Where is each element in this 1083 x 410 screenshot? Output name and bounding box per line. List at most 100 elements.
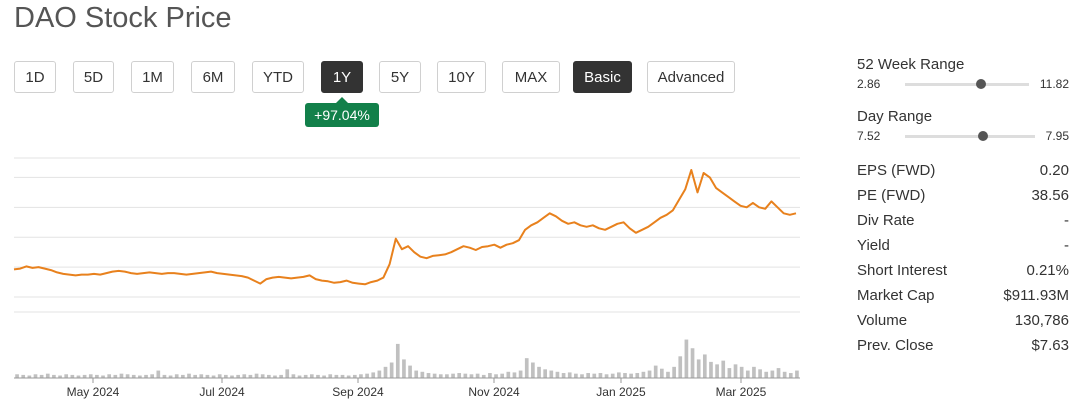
volume-bar bbox=[266, 374, 271, 378]
volume-bar bbox=[543, 369, 548, 378]
stat-label: Yield bbox=[857, 237, 890, 254]
volume-bar bbox=[469, 374, 474, 378]
volume-bar bbox=[303, 374, 308, 378]
volume-bar bbox=[144, 374, 148, 378]
volume-bar bbox=[647, 370, 652, 378]
volume-bar bbox=[248, 374, 253, 378]
volume-bar bbox=[463, 373, 468, 378]
stat-label: Short Interest bbox=[857, 262, 948, 279]
volume-bar bbox=[273, 375, 277, 378]
stat-value: - bbox=[1064, 212, 1069, 229]
volume-bar bbox=[696, 359, 701, 378]
volume-bar bbox=[641, 371, 646, 378]
volume-bar bbox=[260, 374, 265, 378]
stat-row: Short Interest 0.21% bbox=[857, 258, 1069, 283]
volume-bar bbox=[506, 371, 511, 378]
volume-bar bbox=[414, 370, 419, 378]
range-button-5d[interactable]: 5D bbox=[73, 61, 114, 93]
range-button-max[interactable]: MAX bbox=[502, 61, 560, 93]
range-button-ytd[interactable]: YTD bbox=[252, 61, 304, 93]
volume-bar bbox=[199, 374, 204, 378]
x-tick-label: Mar 2025 bbox=[716, 385, 767, 399]
stat-value: 38.56 bbox=[1031, 187, 1069, 204]
volume-bar bbox=[672, 366, 676, 378]
volume-bar bbox=[383, 366, 388, 378]
range-button-5y[interactable]: 5Y bbox=[379, 61, 421, 93]
range-button-10y[interactable]: 10Y bbox=[437, 61, 486, 93]
volume-bar bbox=[254, 373, 259, 378]
stat-row: Volume 130,786 bbox=[857, 308, 1069, 333]
volume-bar bbox=[39, 374, 44, 378]
volume-bar bbox=[187, 373, 191, 378]
x-tick-label: Jan 2025 bbox=[596, 385, 646, 399]
volume-bar bbox=[395, 343, 400, 378]
stat-label: Div Rate bbox=[857, 212, 915, 229]
volume-bar bbox=[236, 374, 240, 378]
range-button-1y[interactable]: 1Y bbox=[321, 61, 363, 93]
volume-bar bbox=[494, 374, 498, 378]
stat-label: EPS (FWD) bbox=[857, 162, 936, 179]
range-button-1m[interactable]: 1M bbox=[131, 61, 174, 93]
volume-bar bbox=[205, 374, 210, 378]
range-button-1d[interactable]: 1D bbox=[14, 61, 56, 93]
volume-bar bbox=[138, 375, 142, 378]
volume-bar bbox=[33, 374, 38, 378]
x-tick-label: Jul 2024 bbox=[199, 385, 245, 399]
volume-bar bbox=[377, 370, 382, 378]
volume-bar bbox=[131, 374, 136, 378]
week52-high: 11.82 bbox=[1039, 77, 1069, 91]
volume-bar bbox=[592, 373, 597, 378]
day-track bbox=[905, 131, 1035, 141]
x-tick-label: Nov 2024 bbox=[468, 385, 520, 399]
volume-bar bbox=[181, 374, 185, 378]
week52-range: 52 Week Range 2.86 11.82 bbox=[857, 56, 1069, 108]
day-range: Day Range 7.52 7.95 bbox=[857, 108, 1069, 160]
volume-bar bbox=[481, 374, 486, 378]
volume-bar bbox=[162, 374, 167, 378]
stat-value: $911.93M bbox=[1003, 287, 1069, 304]
price-line bbox=[13, 169, 797, 286]
volume-bar bbox=[586, 373, 590, 378]
volume-bar bbox=[733, 364, 738, 378]
volume-bar bbox=[15, 374, 19, 378]
volume-bar bbox=[322, 375, 326, 378]
volume-bar bbox=[45, 373, 50, 378]
volume-bar bbox=[438, 374, 443, 378]
volume-bar bbox=[782, 371, 787, 378]
volume-bar bbox=[561, 373, 566, 378]
volume-bar bbox=[788, 373, 793, 378]
volume-bar bbox=[764, 371, 769, 378]
volume-bar bbox=[242, 374, 247, 378]
volume-bar bbox=[156, 370, 161, 378]
volume-bar bbox=[107, 374, 112, 378]
volume-bar bbox=[101, 375, 105, 378]
volume-bar bbox=[752, 366, 756, 378]
volume-bar bbox=[653, 365, 658, 378]
volume-bar bbox=[684, 339, 689, 378]
day-knob bbox=[978, 131, 988, 141]
volume-bar bbox=[64, 374, 69, 378]
volume-bar bbox=[500, 373, 505, 378]
view-button-advanced[interactable]: Advanced bbox=[647, 61, 735, 93]
volume-bar bbox=[402, 359, 406, 378]
page-title: DAO Stock Price bbox=[14, 2, 232, 34]
volume-bar bbox=[230, 375, 234, 378]
volume-bar bbox=[316, 374, 320, 378]
volume-bar bbox=[524, 358, 529, 378]
view-button-basic[interactable]: Basic bbox=[573, 61, 632, 93]
volume-bar bbox=[328, 374, 333, 378]
range-button-6m[interactable]: 6M bbox=[191, 61, 235, 93]
volume-bar bbox=[795, 370, 799, 378]
stat-value: $7.63 bbox=[1031, 337, 1069, 354]
volume-bar bbox=[309, 374, 314, 378]
week52-range-title: 52 Week Range bbox=[857, 56, 965, 73]
volume-bar bbox=[174, 374, 179, 378]
volume-bar bbox=[113, 374, 118, 378]
volume-bar bbox=[617, 372, 621, 378]
volume-bar bbox=[659, 368, 664, 378]
volume-bar bbox=[758, 369, 762, 378]
stat-row: EPS (FWD) 0.20 bbox=[857, 158, 1069, 183]
volume-bar bbox=[531, 362, 535, 378]
volume-bar bbox=[598, 373, 603, 378]
